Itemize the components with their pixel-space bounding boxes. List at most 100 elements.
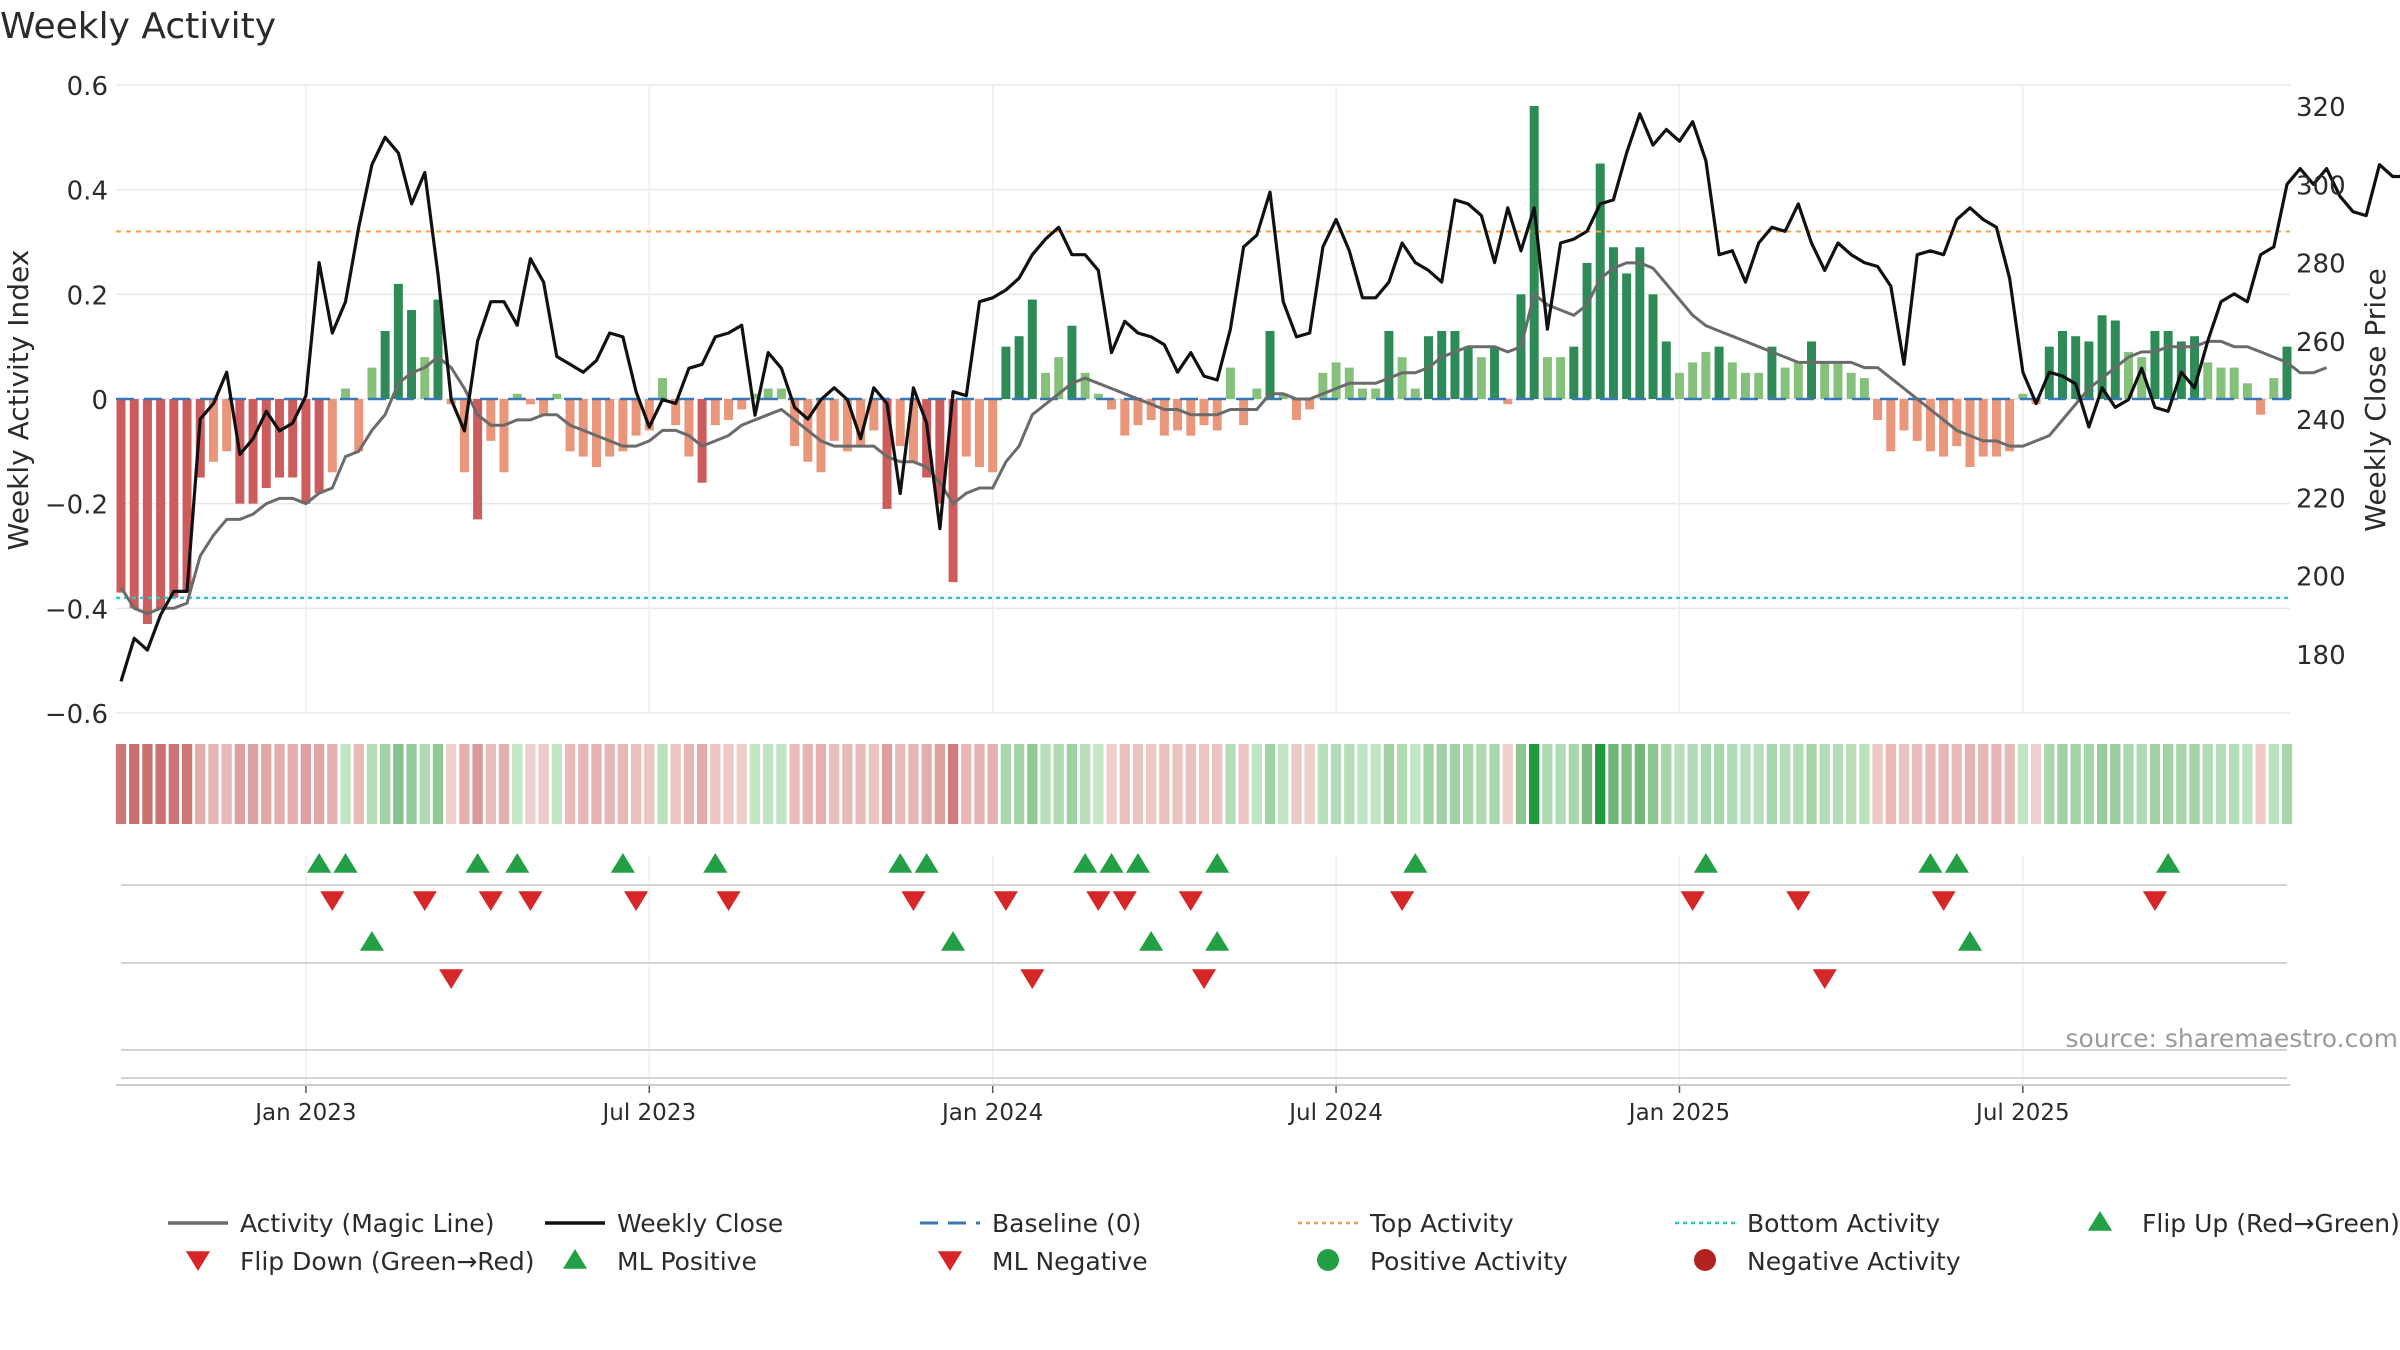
activity-bar: [895, 399, 905, 447]
activity-bar: [2163, 330, 2173, 399]
activity-bar: [156, 399, 166, 609]
heat-cell: [1449, 744, 1461, 824]
heat-cell: [1462, 744, 1474, 824]
heat-cell: [300, 744, 312, 824]
heat-cell: [670, 744, 681, 824]
y-tick-label: −0.4: [45, 595, 108, 625]
heat-cell: [1581, 744, 1593, 824]
legend-label: ML Negative: [992, 1247, 1148, 1276]
activity-bar: [142, 399, 152, 625]
heat-cell: [1040, 744, 1051, 824]
heat-cell: [1185, 744, 1196, 824]
activity-bar: [2057, 330, 2067, 399]
activity-bar: [1001, 346, 1011, 399]
activity-bar: [2124, 351, 2134, 399]
ml-positive-marker: [359, 931, 385, 951]
activity-bar: [2097, 315, 2107, 399]
axes-layer: 0.6 0.4 0.2 0 −0.2 −0.4 −0.6 320 300 280 260 240 220…: [45, 72, 2346, 1126]
flip-down-marker: [478, 891, 503, 911]
y-tick-label: −0.2: [45, 491, 108, 521]
heat-cell: [168, 744, 179, 824]
activity-bar: [116, 399, 126, 593]
heat-cell: [1964, 744, 1976, 824]
heat-cell: [802, 744, 813, 824]
activity-bar: [1556, 357, 1566, 399]
activity-bar: [578, 399, 588, 457]
heat-cell: [485, 744, 496, 824]
flip-up-marker: [1403, 853, 1428, 873]
heat-cell: [1753, 744, 1764, 824]
activity-bar: [1490, 346, 1500, 399]
activity-bar: [2282, 346, 2292, 399]
activity-bar: [948, 399, 958, 583]
flip-up-marker: [1693, 853, 1718, 873]
activity-bar: [974, 399, 984, 468]
heat-cell: [683, 744, 695, 824]
magic-line: [119, 261, 2328, 616]
y2-tick-label: 180: [2296, 641, 2346, 671]
activity-bar: [1159, 399, 1169, 436]
heat-cell: [274, 744, 285, 824]
activity-bar: [539, 399, 549, 415]
activity-bar: [1186, 399, 1196, 436]
flip-down-marker: [901, 891, 926, 911]
heat-cell: [1410, 744, 1421, 824]
activity-bar: [1041, 372, 1051, 399]
heat-cell: [1991, 744, 2002, 824]
activity-bar: [2190, 336, 2200, 399]
activity-bar: [367, 367, 377, 399]
legend-item: Bottom Activity: [1675, 1209, 1940, 1238]
ml-negative-marker: [439, 969, 464, 989]
legend-label: Flip Up (Red→Green): [2142, 1209, 2400, 1238]
activity-bar: [1886, 399, 1896, 452]
heat-cell: [1119, 744, 1130, 824]
heat-cell: [789, 744, 800, 824]
activity-bar: [1014, 336, 1024, 399]
heat-cell: [2030, 744, 2042, 824]
heat-cell: [1396, 744, 1408, 824]
heat-cell: [1859, 744, 1870, 824]
activity-bar: [605, 399, 615, 457]
activity-bar: [961, 399, 971, 457]
activity-bar: [1648, 294, 1658, 399]
activity-bar: [1833, 362, 1843, 399]
heat-cell: [261, 744, 272, 824]
heat-cell: [366, 744, 378, 824]
heat-cell: [1212, 744, 1223, 824]
heat-cell: [815, 744, 827, 824]
activity-bar: [1674, 372, 1684, 399]
activity-bar: [473, 399, 483, 520]
heat-cell: [129, 744, 140, 824]
activity-bar: [1225, 367, 1235, 399]
activity-bar: [169, 399, 179, 598]
legend-label: Top Activity: [1369, 1209, 1514, 1238]
heat-cell: [208, 744, 219, 824]
legend-label: Negative Activity: [1747, 1247, 1961, 1276]
activity-bar: [1793, 362, 1803, 399]
heat-cell: [142, 744, 153, 824]
activity-bar: [301, 399, 311, 504]
heat-cell: [115, 744, 127, 824]
heat-cell: [1568, 744, 1579, 824]
activity-bar: [1688, 362, 1698, 399]
heat-cell: [908, 744, 919, 824]
heat-cell: [1700, 744, 1712, 824]
activity-bar: [1925, 399, 1935, 452]
activity-bar: [341, 388, 351, 399]
activity-bar: [1965, 399, 1975, 468]
heat-cell: [829, 744, 840, 824]
legend-swatch: [1317, 1249, 1339, 1271]
legend-label: Baseline (0): [992, 1209, 1141, 1238]
activity-bar: [1503, 399, 1513, 405]
heat-cell: [842, 744, 853, 824]
weekly-close-line: [119, 112, 2400, 682]
legend-swatch: [1694, 1249, 1716, 1271]
activity-bar: [1252, 388, 1262, 399]
activity-bar: [1080, 372, 1090, 399]
heat-cell: [1251, 744, 1262, 824]
legend-item: Weekly Close: [545, 1209, 783, 1238]
heat-cell: [2017, 744, 2029, 824]
heat-cell: [1846, 744, 1857, 824]
activity-bar: [816, 399, 826, 473]
activity-bar: [1410, 388, 1420, 399]
